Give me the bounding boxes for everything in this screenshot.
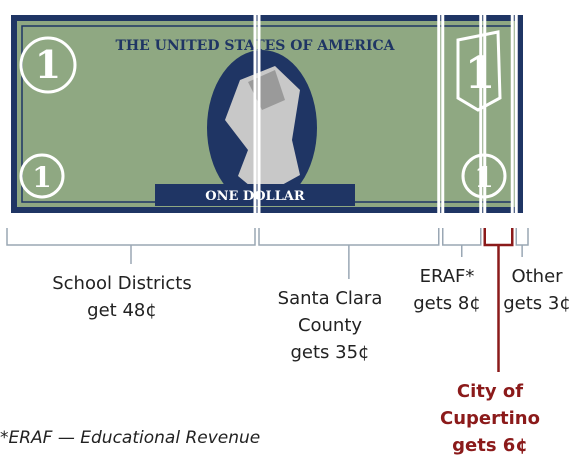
bracket bbox=[259, 228, 439, 245]
numeral: 1 bbox=[32, 161, 51, 194]
category-label: Santa Clara County bbox=[265, 285, 395, 339]
bracket bbox=[485, 228, 513, 245]
category-label: City of Cupertino bbox=[435, 378, 545, 432]
bracket bbox=[7, 228, 255, 245]
category-label: Other bbox=[502, 263, 572, 290]
footnote: *ERAF — Educational Revenue bbox=[0, 428, 260, 448]
category-label: ERAF* bbox=[412, 263, 482, 290]
value-label: gets 8¢ bbox=[412, 290, 482, 317]
numeral: 1 bbox=[35, 42, 61, 87]
category-label: School Districts bbox=[22, 270, 222, 297]
value-label: get 48¢ bbox=[22, 297, 222, 324]
bracket bbox=[443, 228, 481, 245]
infographic: THE UNITED STATES OF AMERICA 1 1 1 1 ONE… bbox=[0, 0, 572, 458]
bracket bbox=[516, 228, 528, 245]
segment-label: ERAF*gets 8¢ bbox=[412, 263, 482, 317]
value-label: gets 3¢ bbox=[502, 290, 572, 317]
value-label: gets 6¢ bbox=[435, 432, 545, 459]
value-label: gets 35¢ bbox=[265, 339, 395, 366]
